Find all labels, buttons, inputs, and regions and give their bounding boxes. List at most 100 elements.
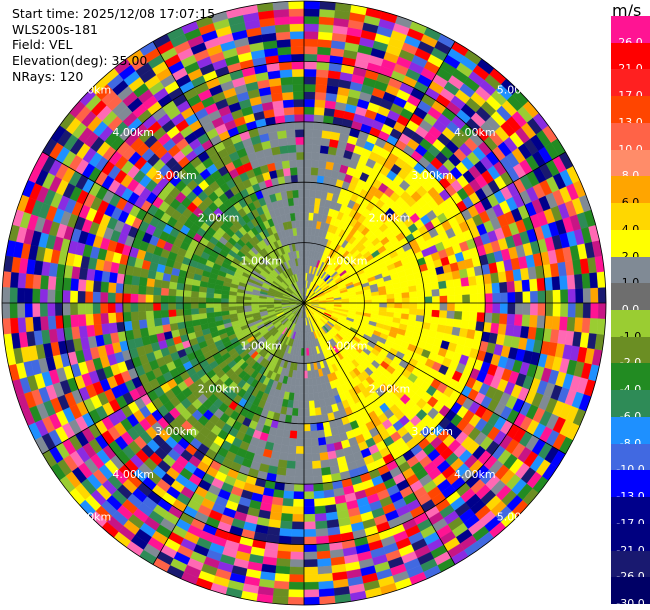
velocity-gate bbox=[9, 317, 19, 334]
velocity-gate bbox=[85, 313, 94, 327]
velocity-gate bbox=[430, 281, 440, 290]
velocity-gate bbox=[290, 46, 305, 55]
velocity-gate bbox=[303, 23, 319, 32]
velocity-gate bbox=[153, 279, 163, 289]
velocity-gate bbox=[574, 273, 584, 289]
velocity-gate bbox=[175, 302, 184, 310]
velocity-gate bbox=[386, 307, 395, 313]
velocity-gate bbox=[445, 279, 455, 289]
velocity-gate bbox=[294, 468, 305, 477]
velocity-gate bbox=[168, 309, 177, 318]
velocity-gate bbox=[220, 302, 229, 308]
velocity-gate bbox=[145, 310, 154, 320]
velocity-gate bbox=[522, 302, 531, 316]
velocity-gate bbox=[299, 385, 305, 394]
velocity-gate bbox=[401, 297, 410, 304]
velocity-gate bbox=[55, 315, 64, 330]
velocity-gate bbox=[303, 589, 320, 598]
velocity-gate bbox=[303, 136, 313, 145]
velocity-gate bbox=[590, 287, 599, 304]
velocity-gate bbox=[544, 276, 553, 291]
velocity-gate bbox=[291, 182, 299, 191]
velocity-gate bbox=[415, 314, 425, 323]
velocity-gate bbox=[462, 294, 471, 304]
velocity-gate bbox=[597, 302, 607, 319]
velocity-gate bbox=[77, 290, 86, 304]
velocity-gate bbox=[298, 197, 305, 206]
velocity-gate bbox=[198, 307, 207, 315]
velocity-gate bbox=[312, 475, 324, 485]
velocity-gate bbox=[131, 320, 141, 331]
velocity-gate bbox=[314, 91, 327, 101]
velocity-gate bbox=[299, 378, 305, 387]
velocity-gate bbox=[183, 283, 193, 292]
velocity-gate bbox=[282, 99, 294, 108]
velocity-gate bbox=[100, 281, 109, 293]
velocity-gate bbox=[303, 446, 313, 455]
velocity-gate bbox=[300, 234, 305, 243]
velocity-gate bbox=[303, 76, 317, 85]
velocity-gate bbox=[312, 460, 322, 470]
velocity-gate bbox=[319, 145, 329, 155]
velocity-gate bbox=[432, 295, 441, 304]
velocity-gate bbox=[190, 296, 199, 304]
velocity-gate bbox=[476, 311, 486, 323]
velocity-gate bbox=[436, 324, 446, 334]
range-ring-label: 4.00km bbox=[454, 126, 496, 139]
velocity-gate bbox=[303, 249, 307, 258]
velocity-gate bbox=[107, 282, 117, 294]
velocity-gate bbox=[536, 315, 546, 329]
velocity-gate bbox=[137, 311, 147, 321]
velocity-gate bbox=[303, 227, 309, 236]
velocity-gate bbox=[107, 302, 116, 314]
velocity-gate bbox=[153, 310, 162, 319]
velocity-gate bbox=[313, 205, 320, 214]
velocity-gate bbox=[308, 400, 316, 409]
velocity-gate bbox=[401, 302, 410, 309]
velocity-gate bbox=[299, 227, 305, 236]
velocity-gate bbox=[291, 189, 299, 199]
velocity-gate bbox=[278, 535, 292, 545]
velocity-gate bbox=[92, 313, 102, 326]
velocity-gate bbox=[115, 292, 124, 304]
velocity-gate bbox=[213, 302, 222, 308]
velocity-gate bbox=[303, 363, 308, 372]
velocity-gate bbox=[288, 589, 305, 598]
velocity-gate bbox=[288, 445, 297, 454]
velocity-gate bbox=[281, 91, 294, 101]
velocity-gate bbox=[107, 292, 116, 304]
velocity-gate bbox=[285, 129, 296, 138]
velocity-gate bbox=[303, 521, 317, 530]
velocity-gate bbox=[317, 565, 333, 575]
velocity-gate bbox=[312, 121, 324, 131]
velocity-gate bbox=[277, 54, 292, 63]
velocity-gate bbox=[228, 298, 237, 304]
velocity-gate bbox=[303, 219, 309, 228]
velocity-gate bbox=[100, 313, 109, 325]
velocity-gate bbox=[9, 302, 18, 319]
velocity-gate bbox=[303, 31, 319, 40]
velocity-gate bbox=[122, 302, 131, 313]
velocity-gate bbox=[476, 283, 486, 295]
velocity-gate bbox=[300, 363, 305, 372]
velocity-gate bbox=[566, 316, 576, 332]
velocity-gate bbox=[290, 544, 305, 553]
velocity-gate bbox=[438, 317, 447, 326]
velocity-gate bbox=[292, 400, 300, 409]
velocity-gate bbox=[316, 54, 331, 63]
velocity-gate bbox=[416, 290, 425, 298]
velocity-gate bbox=[320, 137, 331, 147]
range-ring-label: 2.00km bbox=[369, 382, 411, 395]
velocity-gate bbox=[308, 212, 314, 221]
velocity-gate bbox=[287, 453, 297, 462]
velocity-gate bbox=[146, 278, 156, 288]
velocity-gate bbox=[146, 318, 156, 328]
velocity-gate bbox=[288, 0, 305, 10]
velocity-gate bbox=[297, 182, 305, 191]
velocity-gate bbox=[297, 174, 305, 183]
velocity-gate bbox=[318, 8, 335, 18]
velocity-gate bbox=[288, 152, 297, 161]
velocity-gate bbox=[315, 69, 329, 78]
velocity-gate bbox=[559, 275, 569, 290]
velocity-gate bbox=[423, 289, 433, 297]
